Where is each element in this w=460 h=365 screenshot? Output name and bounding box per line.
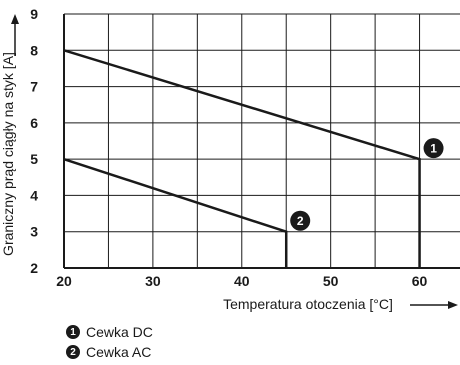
series-group (63, 49, 421, 268)
y-tick-label: 3 (30, 224, 38, 240)
y-tick-label: 8 (30, 42, 38, 58)
legend-label-ac: Cewka AC (86, 344, 152, 360)
y-tick-label: 5 (30, 151, 38, 167)
series-badge-1 (423, 138, 444, 159)
legend-badge-1: 1 (66, 325, 80, 339)
x-tick-label: 60 (412, 273, 428, 289)
axis-titles: Temperatura otoczenia [°C] Graniczny prą… (0, 14, 458, 312)
x-axis-label: Temperatura otoczenia [°C] (223, 296, 393, 312)
x-tick-label: 20 (56, 273, 72, 289)
grid (63, 13, 460, 269)
series-line-2 (63, 157, 288, 268)
y-tick-label: 6 (30, 115, 38, 131)
legend-badge-2: 2 (66, 345, 80, 359)
x-tick-label: 30 (145, 273, 161, 289)
tick-labels: 20 30 40 50 60 2 3 4 5 6 7 8 9 (30, 6, 427, 289)
series-line-1 (63, 49, 421, 268)
series-badge-number-2: 2 (297, 214, 304, 228)
legend: 1 Cewka DC 2 Cewka AC (66, 322, 153, 362)
x-axis-arrowhead (448, 301, 458, 309)
y-tick-label: 7 (30, 79, 38, 95)
y-axis-arrowhead (11, 14, 19, 24)
y-tick-label: 4 (30, 187, 38, 203)
legend-item-dc: 1 Cewka DC (66, 322, 153, 342)
series-badge-number-1: 1 (430, 142, 437, 156)
x-tick-label: 40 (234, 273, 250, 289)
chart-svg: 20 30 40 50 60 2 3 4 5 6 7 8 9 Temperatura otoczenia… (0, 6, 460, 312)
y-axis-label: Graniczny prąd ciągły na styk [A] (0, 52, 16, 256)
y-tick-label: 9 (30, 6, 38, 22)
x-tick-label: 50 (323, 273, 339, 289)
series-badges: 12 (290, 138, 444, 231)
y-tick-label: 2 (30, 260, 38, 276)
series-badge-2 (290, 210, 311, 231)
legend-label-dc: Cewka DC (86, 324, 153, 340)
legend-item-ac: 2 Cewka AC (66, 342, 153, 362)
